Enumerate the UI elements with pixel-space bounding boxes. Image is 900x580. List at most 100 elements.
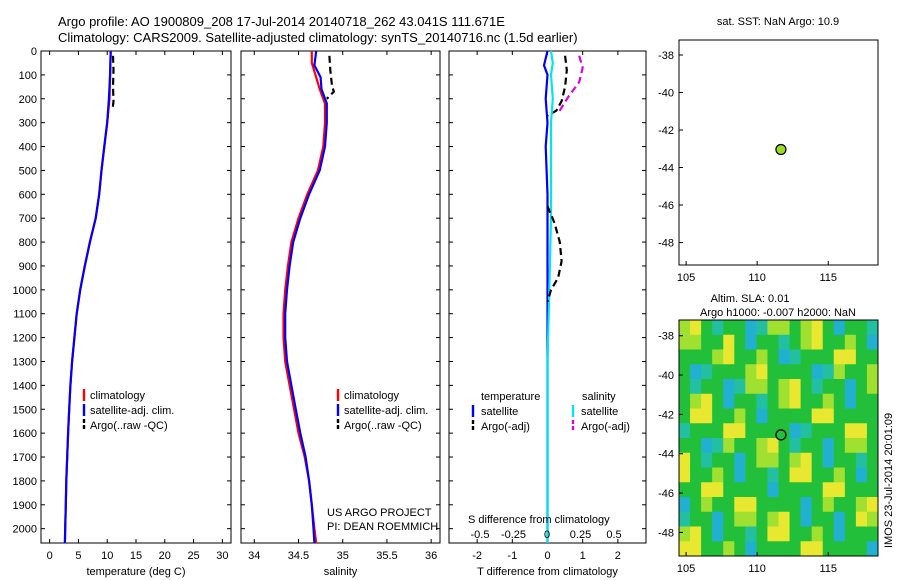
sla-cell [756,526,768,542]
sla-cell [723,438,735,454]
salinity-xtick-label: 35 [337,550,349,562]
sla-cell [789,423,802,439]
difference-xtick-label: 1 [580,550,586,562]
sla-cell [844,320,857,336]
sla-cell [866,526,879,542]
sla-cell [789,482,802,498]
depth-tick-label: 600 [19,189,37,201]
sla-cell [822,452,835,468]
sla-cell [866,379,879,395]
sla-cell [800,393,813,409]
sla-cell [712,541,724,557]
diff-legend-label: satellite [581,406,618,418]
sla-cell [712,511,724,527]
sla-cell [866,423,879,439]
sst-map-title: sat. SST: NaN Argo: 10.9 [717,16,839,28]
sla-cell [712,364,724,380]
sla-cell [778,497,791,513]
sla-heatmap [679,320,879,557]
sla-cell [822,467,835,483]
sla-cell [855,526,868,542]
sla-cell [822,408,835,424]
sla-cell [822,438,835,454]
depth-tick-label: 1600 [13,428,37,440]
salinity-series-line [284,50,328,544]
depth-tick-label: 400 [19,142,37,154]
diff-legend-title-salinity: salinity [582,391,616,403]
sla-cell [822,526,835,542]
sla-cell [756,541,768,557]
sla-cell [734,364,746,380]
sla-cell [723,393,735,409]
depth-tick-label: 200 [19,94,37,106]
sla-cell [866,438,879,454]
sla-cell [734,452,746,468]
difference-extra-curve [546,205,563,303]
sla-cell [833,511,846,527]
sla-cell [833,379,846,395]
sla-cell [712,423,724,439]
diff-x2label: S difference from climatology [468,514,610,526]
sla-cell [690,379,702,395]
sla-cell [745,452,757,468]
sla-cell [745,467,757,483]
sla-cell [855,334,868,350]
sla-cell [679,467,691,483]
sla-cell [800,452,813,468]
sla-cell [756,334,768,350]
sla-cell [701,467,713,483]
sla-cell [734,438,746,454]
sla-cell [734,320,746,336]
sla-cell [701,349,713,365]
sst_map-frame [678,39,879,266]
depth-tick-label: 1500 [13,404,37,416]
sla_map-xtick-label: 105 [677,563,695,575]
sla-cell [822,349,835,365]
sla-cell [789,541,802,557]
sla-cell [712,379,724,395]
sla-cell [855,423,868,439]
sla-cell [701,511,713,527]
sla-cell [701,482,713,498]
sla-cell [723,334,735,350]
sla-cell [778,526,791,542]
sla-cell [800,320,813,336]
sla-cell [767,497,779,513]
sla-cell [756,320,768,336]
sla-cell [690,408,702,424]
diff-x2tick-label: -0.5 [471,529,490,541]
sla-cell [745,364,757,380]
sla-cell [767,526,779,542]
sla-cell [822,379,835,395]
sla-cell [701,423,713,439]
diff-legend-label: satellite [481,406,518,418]
sla-cell [690,497,702,513]
sla-cell [690,467,702,483]
sla-cell [690,349,702,365]
sla-cell [756,393,768,409]
sla-cell [844,423,857,439]
sla-cell [866,349,879,365]
sla-cell [701,393,713,409]
sla-cell [767,423,779,439]
sst_map-ytick-label: -40 [658,88,674,100]
sla-cell [767,364,779,380]
sla-cell [723,511,735,527]
sla-cell [690,482,702,498]
sla-cell [811,379,824,395]
sla-cell [756,452,768,468]
depth-tick-label: 100 [19,70,37,82]
sla-cell [745,379,757,395]
sla-cell [778,349,791,365]
diff-x2tick-label: -0.25 [501,529,526,541]
sla-cell [789,334,802,350]
sla-cell [701,497,713,513]
sla-cell [822,423,835,439]
sla_map-ytick-label: -42 [658,409,674,421]
salinity-xlabel: salinity [324,566,358,578]
sla-cell [833,438,846,454]
sla-cell [789,393,802,409]
sst_map-ytick-label: -44 [658,163,674,175]
sla-cell [789,320,802,336]
